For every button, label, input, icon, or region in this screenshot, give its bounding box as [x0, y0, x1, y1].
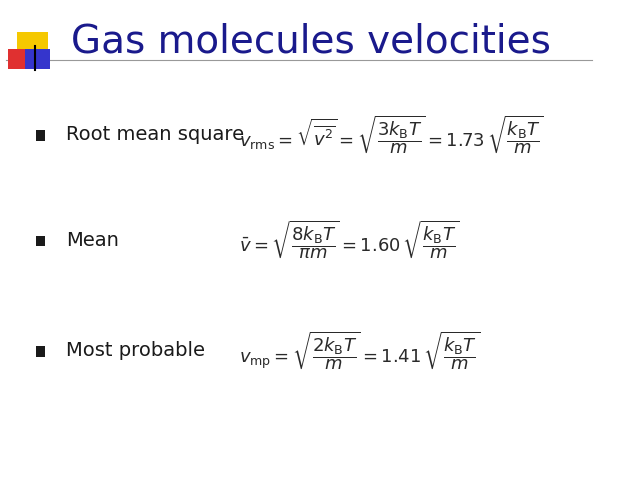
Text: $v_\mathrm{rms} = \sqrt{\overline{v^2}} = \sqrt{\dfrac{3k_\mathrm{B}T}{m}} = 1.7: $v_\mathrm{rms} = \sqrt{\overline{v^2}} … [239, 113, 544, 156]
FancyBboxPatch shape [25, 49, 50, 69]
Text: Most probable: Most probable [66, 341, 205, 360]
FancyBboxPatch shape [36, 236, 45, 246]
FancyBboxPatch shape [8, 49, 33, 69]
Text: $\bar{v} = \sqrt{\dfrac{8k_\mathrm{B}T}{\pi m}} = 1.60\,\sqrt{\dfrac{k_\mathrm{B: $\bar{v} = \sqrt{\dfrac{8k_\mathrm{B}T}{… [239, 219, 460, 261]
Text: $v_\mathrm{mp} = \sqrt{\dfrac{2k_\mathrm{B}T}{m}} = 1.41\,\sqrt{\dfrac{k_\mathrm: $v_\mathrm{mp} = \sqrt{\dfrac{2k_\mathrm… [239, 329, 481, 372]
Text: Root mean square: Root mean square [66, 125, 244, 144]
FancyBboxPatch shape [36, 130, 45, 141]
FancyBboxPatch shape [36, 346, 45, 357]
FancyBboxPatch shape [17, 32, 49, 57]
Text: Gas molecules velocities: Gas molecules velocities [70, 23, 550, 61]
Text: Mean: Mean [66, 230, 118, 250]
